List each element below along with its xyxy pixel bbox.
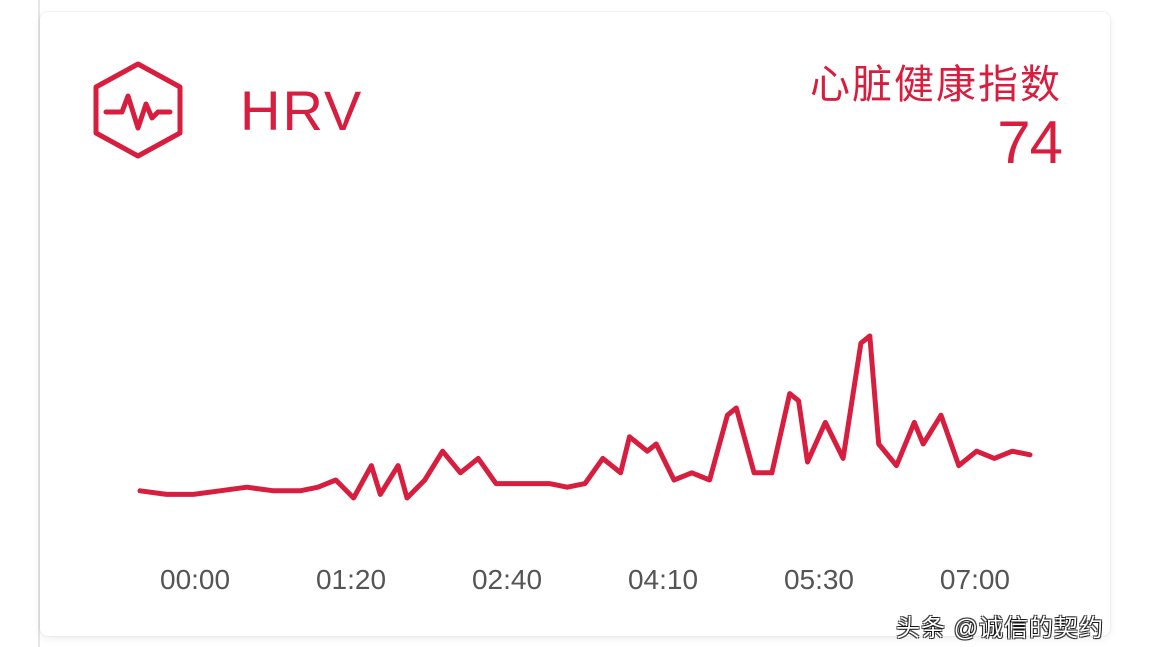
x-tick: 07:00 xyxy=(940,564,1010,604)
heartbeat-hexagon-icon xyxy=(88,60,188,160)
hrv-card: HRV 心脏健康指数 74 00:00 01:20 02:40 04:10 05… xyxy=(40,12,1110,636)
page-root: HRV 心脏健康指数 74 00:00 01:20 02:40 04:10 05… xyxy=(0,0,1152,647)
x-tick: 00:00 xyxy=(160,564,230,604)
score-label: 心脏健康指数 xyxy=(810,52,1062,110)
left-rail xyxy=(0,0,40,647)
x-tick: 04:10 xyxy=(628,564,698,604)
card-header: HRV 心脏健康指数 74 xyxy=(40,12,1110,152)
x-tick: 05:30 xyxy=(784,564,854,604)
score-value: 74 xyxy=(997,108,1062,177)
x-axis: 00:00 01:20 02:40 04:10 05:30 07:00 xyxy=(40,564,1110,604)
x-tick: 01:20 xyxy=(316,564,386,604)
card-title: HRV xyxy=(240,78,363,143)
hrv-line-chart xyxy=(40,192,1110,552)
x-tick: 02:40 xyxy=(472,564,542,604)
watermark-text: 头条 @诚信的契约 xyxy=(896,608,1104,643)
